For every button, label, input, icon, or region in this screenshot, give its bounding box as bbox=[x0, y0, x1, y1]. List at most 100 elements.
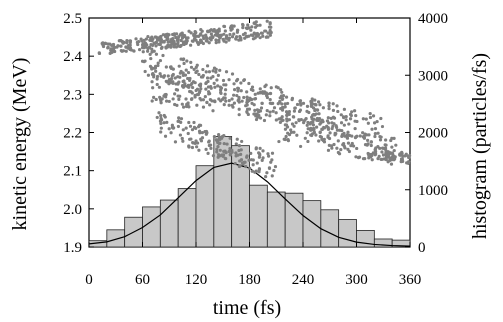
scatter-top-band-249 bbox=[201, 41, 205, 46]
scatter-middle-band-13 bbox=[236, 86, 241, 91]
scatter-middle-band-96 bbox=[209, 84, 213, 89]
scatter-top-band-281 bbox=[178, 44, 182, 49]
scatter-middle-band-204 bbox=[253, 108, 257, 112]
scatter-lower-left-band-106 bbox=[157, 111, 161, 115]
scatter-top-band-310 bbox=[132, 49, 136, 53]
scatter-lower-left-band-162 bbox=[269, 160, 273, 164]
scatter-top-band-271 bbox=[158, 42, 162, 47]
scatter-middle-band-71 bbox=[372, 121, 377, 125]
scatter-middle-band-166 bbox=[366, 121, 370, 125]
scatter-lower-left-band-124 bbox=[230, 148, 234, 152]
scatter-upper-middle-152 bbox=[231, 105, 235, 109]
scatter-top-band-325 bbox=[223, 29, 227, 33]
scatter-top-band-317 bbox=[236, 28, 240, 32]
scatter-upper-middle-229 bbox=[149, 66, 154, 70]
scatter-upper-middle-234 bbox=[204, 87, 208, 91]
scatter-middle-band-117 bbox=[334, 124, 338, 128]
scatter-middle-band-142 bbox=[216, 84, 220, 88]
scatter-top-band-227 bbox=[151, 37, 155, 41]
scatter-top-band-246 bbox=[97, 51, 101, 55]
scatter-top-band-214 bbox=[263, 29, 267, 33]
scatter-lower-left-band-156 bbox=[190, 145, 195, 150]
scatter-lower-left-band-94 bbox=[200, 136, 205, 140]
scatter-middle-band-165 bbox=[245, 110, 249, 115]
scatter-middle-band-76 bbox=[310, 99, 314, 104]
scatter-middle-band-94 bbox=[245, 90, 249, 94]
scatter-lower-left-band-99 bbox=[258, 146, 262, 151]
scatter-top-band-278 bbox=[135, 40, 139, 44]
scatter-lower-right-band-46 bbox=[339, 147, 343, 152]
scatter-middle-band-49 bbox=[237, 113, 241, 117]
scatter-upper-middle-158 bbox=[156, 61, 160, 65]
scatter-top-band-193 bbox=[184, 41, 188, 46]
scatter-middle-band-62 bbox=[331, 102, 335, 106]
scatter-middle-band-2 bbox=[173, 92, 177, 96]
scatter-top-band-244 bbox=[162, 39, 166, 43]
scatter-middle-band-120 bbox=[227, 99, 231, 103]
scatter-upper-middle-132 bbox=[212, 66, 217, 70]
scatter-lower-left-band-76 bbox=[258, 152, 262, 156]
scatter-top-band-332 bbox=[255, 23, 259, 28]
scatter-middle-band-116 bbox=[212, 81, 216, 85]
scatter-far-right-band-48 bbox=[384, 155, 388, 160]
scatter-top-band-311 bbox=[169, 44, 173, 49]
scatter-lower-left-band-111 bbox=[244, 164, 248, 169]
scatter-lower-left-band-119 bbox=[159, 116, 163, 121]
scatter-upper-middle-220 bbox=[214, 70, 218, 74]
scatter-lower-right-band-88 bbox=[292, 130, 296, 134]
scatter-lower-left-band-82 bbox=[234, 142, 238, 146]
scatter-middle-band-104 bbox=[371, 114, 376, 118]
scatter-upper-middle-49 bbox=[207, 70, 212, 74]
scatter-upper-middle-123 bbox=[332, 142, 336, 147]
scatter-top-band-29 bbox=[202, 36, 206, 41]
scatter-top-band-61 bbox=[258, 36, 262, 40]
scatter-lower-right-band-103 bbox=[366, 138, 370, 142]
scatter-far-right-band-35 bbox=[373, 151, 377, 155]
scatter-lower-left-band-74 bbox=[179, 117, 184, 121]
scatter-middle-band-199 bbox=[232, 93, 236, 97]
scatter-upper-middle-154 bbox=[195, 63, 199, 67]
scatter-lower-left-band-163 bbox=[220, 136, 224, 140]
scatter-lower-right-band-96 bbox=[320, 127, 324, 132]
scatter-top-band-222 bbox=[159, 46, 164, 50]
scatter-top-band-201 bbox=[255, 31, 259, 36]
scatter-middle-band-218 bbox=[155, 77, 159, 81]
plot-layer: 0 60 120 180 240 300 360 1.9 2.0 2.1 2.2 2.3 2.4 2.5 0… bbox=[63, 11, 448, 288]
scatter-middle-band-88 bbox=[284, 95, 289, 99]
scatter-middle-band-157 bbox=[315, 116, 319, 121]
scatter-top-band-134 bbox=[221, 37, 225, 41]
scatter-lower-left-band-10 bbox=[162, 121, 166, 125]
scatter-middle-band-132 bbox=[321, 120, 325, 124]
scatter-upper-middle-102 bbox=[224, 99, 228, 103]
scatter-middle-band-129 bbox=[201, 105, 206, 109]
scatter-middle-band-243 bbox=[199, 82, 203, 86]
scatter-upper-middle-146 bbox=[297, 119, 301, 123]
y-tick-label-0: 1.9 bbox=[63, 240, 82, 256]
histogram-bar-12 bbox=[302, 200, 322, 248]
scatter-middle-band-115 bbox=[155, 82, 159, 87]
scatter-middle-band-235 bbox=[171, 80, 175, 85]
scatter-middle-band-241 bbox=[290, 122, 295, 126]
scatter-upper-middle-23 bbox=[154, 52, 159, 56]
scatter-top-band-59 bbox=[246, 23, 250, 27]
scatter-lower-right-band-100 bbox=[283, 127, 288, 131]
scatter-upper-middle-106 bbox=[253, 92, 257, 96]
scatter-top-band-320 bbox=[209, 32, 213, 36]
scatter-middle-band-148 bbox=[327, 101, 331, 105]
scatter-far-right-band-51 bbox=[370, 153, 374, 157]
scatter-far-right-band-11 bbox=[401, 154, 405, 158]
scatter-lower-right-band-53 bbox=[346, 141, 351, 145]
y-tick-label-5: 2.4 bbox=[63, 49, 82, 65]
scatter-upper-middle-93 bbox=[141, 50, 145, 54]
scatter-middle-band-54 bbox=[268, 110, 272, 114]
scatter-lower-left-band-72 bbox=[247, 158, 251, 162]
scatter-middle-band-133 bbox=[312, 117, 316, 121]
scatter-upper-middle-205 bbox=[189, 65, 194, 69]
scatter-top-band-144 bbox=[125, 39, 129, 43]
scatter-lower-right-band-128 bbox=[383, 143, 387, 147]
scatter-lower-right-band-108 bbox=[306, 139, 310, 144]
scatter-upper-middle-119 bbox=[313, 98, 317, 102]
scatter-top-band-234 bbox=[180, 36, 185, 40]
scatter-middle-band-258 bbox=[185, 84, 189, 88]
scatter-lower-left-band-65 bbox=[196, 125, 201, 129]
